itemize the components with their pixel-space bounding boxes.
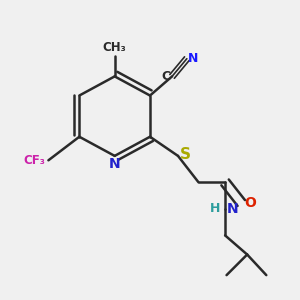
Text: C: C <box>161 70 171 83</box>
Text: CH₃: CH₃ <box>103 41 127 54</box>
Text: N: N <box>188 52 199 65</box>
Text: H: H <box>210 202 221 215</box>
Text: N: N <box>109 158 121 171</box>
Text: CF₃: CF₃ <box>24 154 46 167</box>
Text: O: O <box>244 196 256 210</box>
Text: S: S <box>179 147 191 162</box>
Text: N: N <box>226 202 238 216</box>
